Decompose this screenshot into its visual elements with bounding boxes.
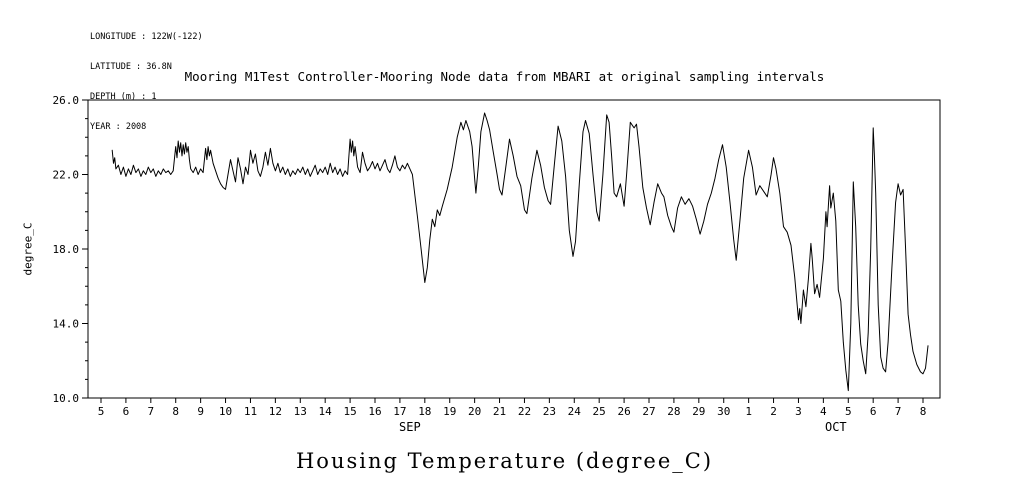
month-label: OCT	[825, 420, 847, 434]
x-tick-label: 6	[123, 405, 130, 418]
y-tick-label: 22.0	[53, 169, 80, 182]
temperature-line	[111, 112, 929, 392]
x-tick-label: 23	[543, 405, 556, 418]
metadata-line-latitude: LATITUDE : 36.8N	[90, 62, 172, 72]
x-tick-label: 30	[717, 405, 730, 418]
y-tick-label: 14.0	[53, 318, 80, 331]
x-tick-label: 24	[568, 405, 582, 418]
metadata-line-year: YEAR : 2008	[90, 122, 147, 132]
x-tick-label: 10	[219, 405, 232, 418]
x-tick-label: 18	[418, 405, 431, 418]
x-tick-label: 5	[845, 405, 852, 418]
x-tick-label: 8	[172, 405, 179, 418]
x-tick-label: 21	[493, 405, 506, 418]
month-label: SEP	[399, 420, 421, 434]
x-tick-label: 12	[269, 405, 282, 418]
x-tick-label: 11	[244, 405, 257, 418]
metadata-block: LONGITUDE : 122W(-122) LATITUDE : 36.8N …	[90, 12, 203, 152]
x-tick-label: 26	[617, 405, 630, 418]
metadata-line-depth: DEPTH (m) : 1	[90, 92, 157, 102]
x-tick-label: 17	[393, 405, 406, 418]
x-tick-label: 8	[920, 405, 927, 418]
x-tick-label: 7	[148, 405, 155, 418]
x-tick-label: 25	[593, 405, 606, 418]
x-tick-label: 22	[518, 405, 531, 418]
x-tick-label: 16	[368, 405, 381, 418]
x-tick-label: 2	[770, 405, 777, 418]
x-tick-label: 28	[667, 405, 680, 418]
y-tick-label: 10.0	[53, 392, 80, 405]
x-tick-label: 4	[820, 405, 827, 418]
y-tick-label: 18.0	[53, 243, 80, 256]
y-tick-label: 26.0	[53, 94, 80, 107]
x-tick-label: 29	[692, 405, 705, 418]
x-tick-label: 13	[294, 405, 307, 418]
plot-box	[87, 99, 941, 399]
x-tick-label: 9	[197, 405, 204, 418]
x-tick-label: 7	[895, 405, 902, 418]
plot-title: Mooring M1Test Controller-Mooring Node d…	[184, 69, 825, 84]
x-tick-label: 14	[319, 405, 333, 418]
x-tick-label: 1	[745, 405, 752, 418]
x-tick-label: 3	[795, 405, 802, 418]
x-tick-label: 20	[468, 405, 481, 418]
bottom-title: Housing Temperature (degree_C)	[295, 449, 714, 473]
metadata-line-longitude: LONGITUDE : 122W(-122)	[90, 32, 203, 42]
x-tick-label: 5	[98, 405, 105, 418]
x-tick-label: 15	[343, 405, 356, 418]
x-tick-label: 19	[443, 405, 456, 418]
x-tick-label: 27	[642, 405, 655, 418]
x-tick-label: 6	[870, 405, 877, 418]
